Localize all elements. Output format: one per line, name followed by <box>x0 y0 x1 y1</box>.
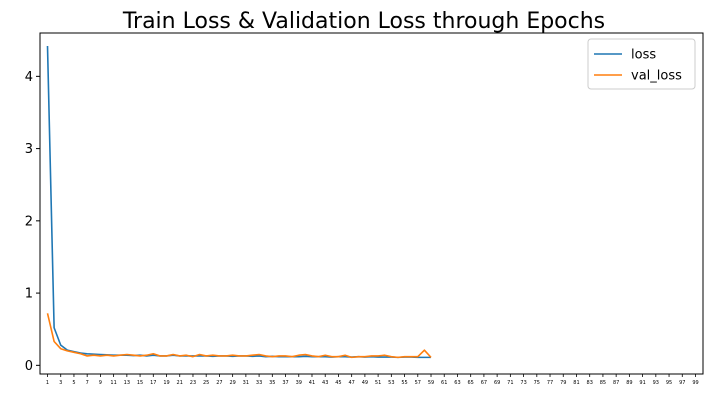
x-tick-label: 13 <box>124 380 130 386</box>
x-tick-label: 23 <box>190 380 196 386</box>
y-tick-label: 4 <box>25 70 33 85</box>
x-tick-label: 65 <box>467 380 473 386</box>
x-tick-label: 85 <box>600 380 606 386</box>
x-tick-label: 9 <box>99 380 102 386</box>
x-tick-label: 79 <box>560 380 566 386</box>
x-tick-label: 25 <box>203 380 209 386</box>
x-tick-label: 99 <box>692 380 698 386</box>
x-tick-label: 41 <box>309 380 315 386</box>
x-tick-label: 69 <box>494 380 500 386</box>
x-tick-label: 33 <box>256 380 262 386</box>
x-tick-label: 27 <box>216 380 222 386</box>
x-tick-label: 53 <box>388 380 394 386</box>
x-tick-label: 3 <box>59 380 62 386</box>
series-line-loss <box>46 45 432 359</box>
x-tick-label: 93 <box>653 380 659 386</box>
x-tick-label: 15 <box>137 380 143 386</box>
series-lines <box>46 45 432 359</box>
x-tick-label: 57 <box>415 380 421 386</box>
x-tick-label: 97 <box>679 380 685 386</box>
y-tick-label: 1 <box>25 287 33 302</box>
y-tick-label: 0 <box>25 359 33 374</box>
x-tick-label: 43 <box>322 380 328 386</box>
x-tick-label: 7 <box>86 380 89 386</box>
x-tick-label: 47 <box>348 380 354 386</box>
x-tick-label: 55 <box>401 380 407 386</box>
x-tick-label: 91 <box>639 380 645 386</box>
x-tick-label: 45 <box>335 380 341 386</box>
x-tick-label: 5 <box>72 380 75 386</box>
y-tick-label: 3 <box>25 142 33 157</box>
x-tick-label: 29 <box>229 380 235 386</box>
legend: loss val_loss <box>587 38 696 90</box>
x-tick-label: 95 <box>666 380 672 386</box>
x-tick-label: 37 <box>282 380 288 386</box>
x-tick-label: 89 <box>626 380 632 386</box>
legend-label-loss: loss <box>631 48 656 63</box>
x-tick-label: 35 <box>269 380 275 386</box>
legend-label-val-loss: val_loss <box>631 69 682 84</box>
x-tick-label: 67 <box>481 380 487 386</box>
x-tick-label: 31 <box>243 380 249 386</box>
x-tick-label: 83 <box>587 380 593 386</box>
x-tick-label: 1 <box>46 380 49 386</box>
x-tick-label: 81 <box>573 380 579 386</box>
x-tick-label: 11 <box>110 380 116 386</box>
series-line-val-loss <box>46 313 432 359</box>
x-tick-label: 77 <box>547 380 553 386</box>
x-tick-label: 51 <box>375 380 381 386</box>
x-tick-label: 63 <box>454 380 460 386</box>
y-tick-label: 2 <box>25 214 33 229</box>
x-tick-label: 87 <box>613 380 619 386</box>
x-axis-ticks: 1 3 5 7 9 11 13 15 17 19 21 23 25 27 29 31 33 35 37 39 41 43 4… <box>46 374 699 386</box>
x-tick-label: 59 <box>428 380 434 386</box>
y-axis-ticks: 0 1 2 3 4 <box>25 70 40 374</box>
x-tick-label: 49 <box>362 380 368 386</box>
x-tick-label: 17 <box>150 380 156 386</box>
x-tick-label: 61 <box>441 380 447 386</box>
x-tick-label: 71 <box>507 380 513 386</box>
chart-title: Train Loss & Validation Loss through Epo… <box>122 9 605 34</box>
x-tick-label: 73 <box>520 380 526 386</box>
x-tick-label: 19 <box>163 380 169 386</box>
plot-frame <box>39 32 704 375</box>
x-tick-label: 75 <box>534 380 540 386</box>
x-tick-label: 39 <box>296 380 302 386</box>
x-tick-label: 21 <box>177 380 183 386</box>
legend-box <box>587 38 696 90</box>
